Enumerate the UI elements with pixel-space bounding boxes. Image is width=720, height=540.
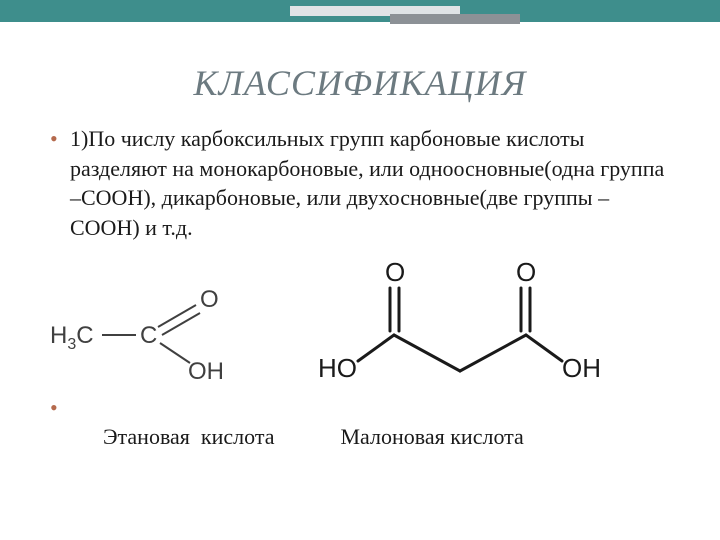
bullet-text: 1)По числу карбоксильных групп карбоновы… xyxy=(70,126,664,240)
bond-right-coh xyxy=(526,335,562,361)
slide-title: КЛАССИФИКАЦИЯ xyxy=(40,62,680,104)
bullet-item: Этановая кислота Малоновая кислота xyxy=(50,393,670,482)
label-o-right: O xyxy=(516,257,536,287)
bond-c-oh xyxy=(160,343,190,363)
label-oh-right: OH xyxy=(562,353,601,383)
label-o-left: O xyxy=(385,257,405,287)
label-h3c: H3C xyxy=(50,322,94,353)
slide-body: КЛАССИФИКАЦИЯ 1)По числу карбоксильных г… xyxy=(0,22,720,482)
decor-bar-dark xyxy=(390,14,520,24)
bond-c1-c2 xyxy=(394,335,460,371)
bond-left-coh xyxy=(358,335,394,361)
bullet-item: 1)По числу карбоксильных групп карбоновы… xyxy=(50,124,670,243)
label-o-double: O xyxy=(200,286,219,313)
label-c2: C xyxy=(140,322,157,349)
label-oh: OH xyxy=(188,358,224,385)
acetic-acid-structure: H3C C O OH xyxy=(50,283,250,393)
chemical-structures-row: H3C C O OH xyxy=(50,253,680,393)
bond-c-o-dbl-2 xyxy=(162,313,200,335)
bullet-list: 1)По числу карбоксильных групп карбоновы… xyxy=(40,124,680,243)
label-oh-left: HO xyxy=(318,353,357,383)
malonic-acid-structure: O O HO OH xyxy=(310,253,610,393)
bond-c2-c3 xyxy=(460,335,526,371)
bullet-text: Этановая кислота Малоновая кислота xyxy=(103,424,524,449)
slide-top-bar xyxy=(0,0,720,22)
bond-c-o-dbl-1 xyxy=(158,305,196,327)
bullet-list-2: Этановая кислота Малоновая кислота xyxy=(40,393,680,482)
